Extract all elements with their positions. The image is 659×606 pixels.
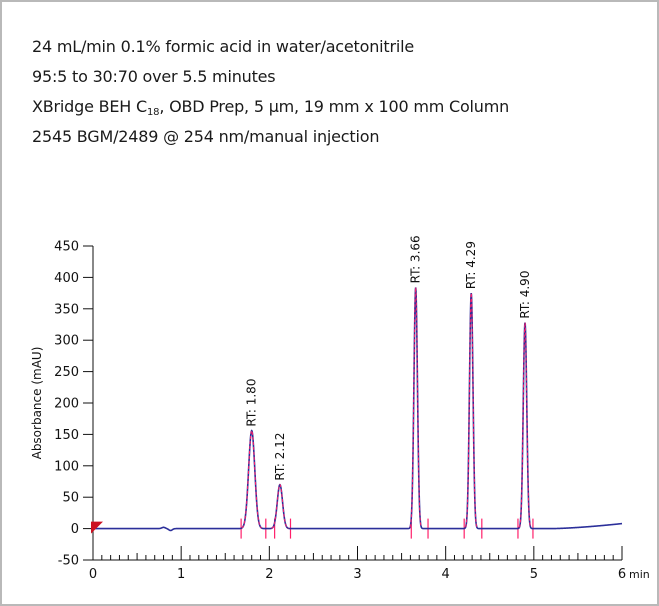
method-conditions: 24 mL/min 0.1% formic acid in water/acet… bbox=[32, 32, 509, 152]
peak-integration-overlay bbox=[241, 429, 262, 529]
gradient-text: 95:5 to 30:70 over 5.5 minutes bbox=[32, 67, 276, 86]
detector-text: 2545 BGM/2489 @ 254 nm/manual injection bbox=[32, 127, 380, 146]
peak-integration-overlay bbox=[409, 285, 422, 528]
peak-label: RT: 1.80 bbox=[245, 379, 259, 427]
column-text-prefix: XBridge BEH C bbox=[32, 97, 147, 116]
y-tick-label: 400 bbox=[54, 271, 79, 286]
peak-label: RT: 2.12 bbox=[273, 433, 287, 481]
y-tick-label: 100 bbox=[54, 459, 79, 474]
peak-labels: RT: 1.80 RT: 2.12 RT: 3.66 RT: 4.29 RT: 4.90 bbox=[245, 235, 532, 480]
y-tick-label: 150 bbox=[54, 428, 79, 443]
chromatogram-trace bbox=[93, 287, 623, 532]
y-tick-label: 50 bbox=[62, 491, 79, 506]
y-tick-label: 350 bbox=[54, 302, 79, 317]
peak-label: RT: 4.29 bbox=[464, 241, 478, 289]
peak-label: RT: 3.66 bbox=[409, 235, 423, 283]
x-tick-label: 0 bbox=[89, 567, 97, 582]
y-tick-label: -50 bbox=[58, 554, 79, 569]
x-tick-label: 3 bbox=[353, 567, 361, 582]
flow-rate-text: 24 mL/min 0.1% formic acid in water/acet… bbox=[32, 37, 414, 56]
x-tick-label: 6 bbox=[618, 567, 626, 582]
peak-integration-overlay bbox=[465, 291, 478, 528]
peak-integration-overlay bbox=[271, 484, 289, 529]
x-tick-label: 5 bbox=[530, 567, 538, 582]
chart-ticks: -50 0 50 100 150 200 250 300 350 400 450 0 1 2 3 4 5 6 min bbox=[54, 240, 650, 583]
x-tick-label: 2 bbox=[265, 567, 273, 582]
x-tick-label: 4 bbox=[442, 567, 450, 582]
run-start-marker bbox=[91, 521, 103, 534]
y-tick-label: 250 bbox=[54, 365, 79, 380]
x-tick-label: 1 bbox=[177, 567, 185, 582]
y-tick-label: 450 bbox=[54, 240, 79, 255]
y-tick-label: 200 bbox=[54, 397, 79, 412]
peak-integration-overlay bbox=[518, 321, 532, 528]
y-axis-title: Absorbance (mAU) bbox=[30, 347, 44, 460]
column-text: XBridge BEH C18, OBD Prep, 5 µm, 19 mm x… bbox=[32, 92, 509, 122]
chart-axes: Absorbance (mAU) bbox=[30, 246, 622, 561]
y-tick-label: 0 bbox=[71, 522, 79, 537]
chromatogram-traces bbox=[91, 285, 623, 534]
peak-label: RT: 4.90 bbox=[518, 271, 532, 319]
column-text-subscript: 18 bbox=[146, 107, 160, 118]
x-axis-unit: min bbox=[629, 568, 650, 581]
column-text-suffix: , OBD Prep, 5 µm, 19 mm x 100 mm Column bbox=[159, 97, 510, 116]
y-tick-label: 300 bbox=[54, 334, 79, 349]
